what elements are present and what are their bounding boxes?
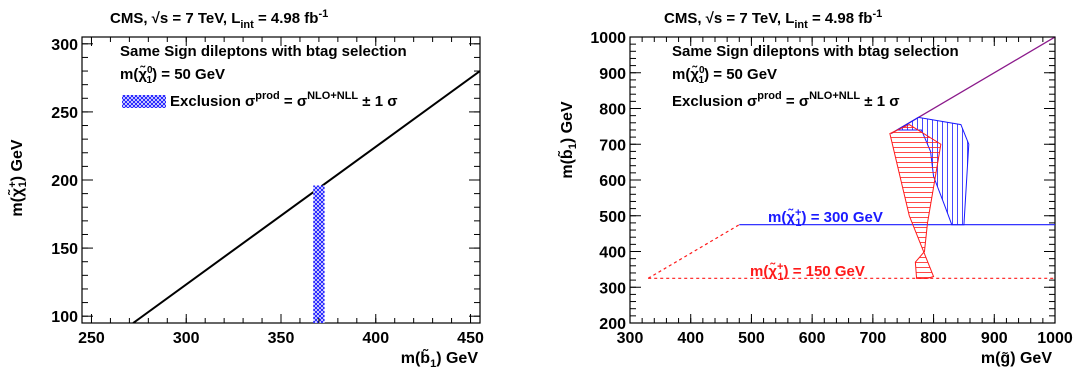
- exclusion-band: [313, 185, 325, 323]
- y-tick-label: 200: [599, 316, 626, 333]
- x-tick-label: 500: [738, 330, 765, 347]
- y-tick-label: 100: [51, 309, 78, 326]
- right-legend-line2: m(χ̃0 1) = 50 GeV: [672, 65, 777, 86]
- right-axis-ticks: 300 400 500 600 700 800 900 1000200300400500600…: [590, 30, 1072, 347]
- exclusion-region-150: [889, 124, 942, 279]
- y-tick-label: 250: [51, 105, 78, 122]
- y-tick-label: 300: [51, 37, 78, 54]
- x-tick-label: 400: [362, 330, 389, 347]
- left-legend-line3: Exclusion σprod = σNLO+NLL ± 1 σ: [170, 90, 397, 110]
- y-tick-label: 1000: [590, 30, 626, 47]
- left-panel: CMS, √s = 7 TeV, Lint = 4.98 fb-1 250 300…: [6, 8, 484, 370]
- right-x-axis-label: m(g̃) GeV: [981, 350, 1052, 367]
- y-tick-label: 900: [599, 66, 626, 83]
- x-tick-label: 600: [799, 330, 826, 347]
- left-legend-line2: m(χ̃0 1) = 50 GeV: [120, 65, 225, 86]
- annotation-150: m(χ̃+ 1) = 150 GeV: [750, 261, 865, 283]
- left-title: CMS, √s = 7 TeV, Lint = 4.98 fb-1: [110, 8, 328, 31]
- x-tick-label: 1000: [1037, 330, 1073, 347]
- y-tick-label: 800: [599, 102, 626, 119]
- x-tick-label: 800: [920, 330, 947, 347]
- right-title: CMS, √s = 7 TeV, Lint = 4.98 fb-1: [664, 8, 882, 31]
- y-tick-label: 300: [599, 280, 626, 297]
- x-tick-label: 900: [981, 330, 1008, 347]
- y-tick-label: 150: [51, 241, 78, 258]
- x-tick-label: 250: [78, 330, 105, 347]
- left-legend-swatch: [122, 95, 166, 108]
- x-tick-label: 300: [617, 330, 644, 347]
- x-tick-label: 300: [173, 330, 200, 347]
- x-tick-label: 700: [860, 330, 887, 347]
- y-tick-label: 600: [599, 173, 626, 190]
- right-y-axis-label: m(b̃1) GeV: [556, 101, 579, 179]
- y-tick-label: 700: [599, 137, 626, 154]
- left-x-axis-label: m(b̃1) GeV: [401, 347, 479, 370]
- y-tick-label: 200: [51, 173, 78, 190]
- right-legend-line3: Exclusion σprod = σNLO+NLL ± 1 σ: [672, 90, 899, 110]
- x-tick-label: 450: [457, 330, 484, 347]
- left-axis-ticks: 250 300 350 400 450 100 150 200 250 300: [51, 37, 484, 347]
- y-tick-label: 400: [599, 245, 626, 262]
- threshold-300-dashed-line: [647, 224, 740, 279]
- right-plot-content: [647, 37, 1055, 279]
- boundary-line-line: [132, 70, 480, 323]
- right-panel: CMS, √s = 7 TeV, Lint = 4.98 fb-1 300 400…: [556, 8, 1073, 367]
- x-tick-label: 400: [677, 330, 704, 347]
- y-tick-label: 500: [599, 209, 626, 226]
- annotation-300: m(χ̃+ 1) = 300 GeV: [768, 207, 883, 229]
- left-y-axis-label: m(χ̃+1) GeV: [6, 139, 29, 216]
- right-legend-line1: Same Sign dileptons with btag selection: [672, 43, 959, 60]
- left-plot-content: [132, 70, 480, 323]
- left-legend-line1: Same Sign dileptons with btag selection: [120, 43, 407, 60]
- x-tick-label: 350: [268, 330, 295, 347]
